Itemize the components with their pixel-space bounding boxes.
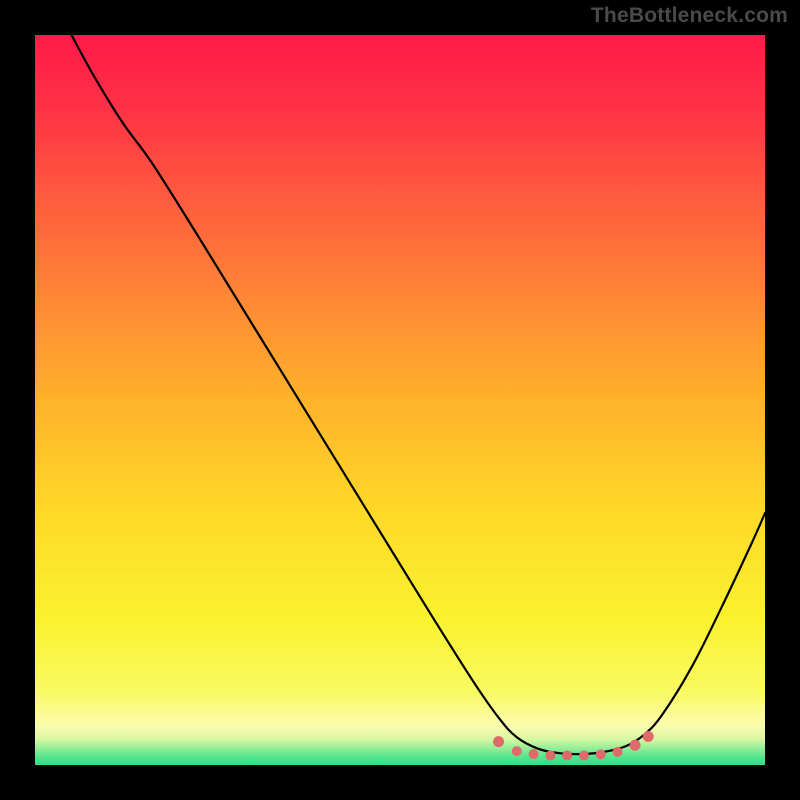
optimal-dot	[562, 751, 572, 761]
watermark-text: TheBottleneck.com	[591, 4, 788, 28]
optimal-dot	[512, 746, 522, 756]
optimal-dot	[630, 740, 641, 751]
gradient-background	[35, 35, 765, 765]
optimal-dot	[579, 751, 589, 761]
optimal-dot	[643, 731, 654, 742]
optimal-dot	[613, 747, 623, 757]
chart-frame: TheBottleneck.com	[0, 0, 800, 800]
plot-area	[35, 35, 765, 765]
optimal-dot	[596, 749, 606, 759]
optimal-dot	[545, 751, 555, 761]
optimal-dot	[529, 749, 539, 759]
optimal-dot	[493, 736, 504, 747]
plot-svg	[35, 35, 765, 765]
